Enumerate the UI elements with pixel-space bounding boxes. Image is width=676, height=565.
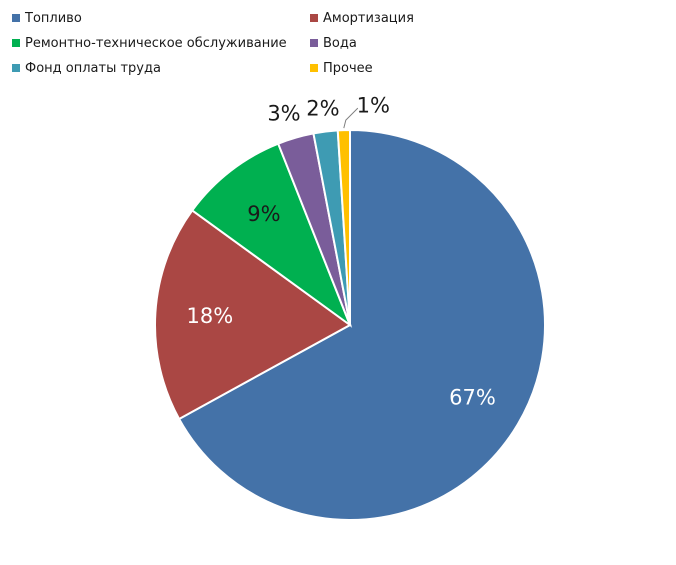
legend-item-water: Вода <box>310 34 450 52</box>
pie-slice <box>177 128 546 521</box>
legend-swatch <box>12 39 20 47</box>
legend-label: Топливо <box>25 10 82 26</box>
legend-item-fuel: Топливо <box>12 9 310 27</box>
legend-label: Фонд оплаты труда <box>25 60 161 76</box>
data-label: 2% <box>306 96 339 120</box>
chart-legend: Топливо Амортизация Ремонтно-техническое… <box>12 9 452 77</box>
data-label: 1% <box>357 94 390 118</box>
legend-label: Прочее <box>323 60 373 76</box>
pie-slice <box>336 128 351 326</box>
legend-item-payroll: Фонд оплаты труда <box>12 59 310 77</box>
legend-swatch <box>310 64 318 72</box>
data-label: 18% <box>187 304 234 328</box>
legend-label: Амортизация <box>323 10 414 26</box>
legend-item-maintenance: Ремонтно-техническое обслуживание <box>12 34 310 52</box>
pie-slice <box>154 208 352 421</box>
legend-swatch <box>12 64 20 72</box>
data-label: 67% <box>449 385 496 409</box>
legend-swatch <box>310 39 318 47</box>
data-label: 3% <box>267 102 300 126</box>
legend-label: Вода <box>323 35 357 51</box>
legend-swatch <box>310 14 318 22</box>
legend-item-depreciation: Амортизация <box>310 9 450 27</box>
legend-swatch <box>12 14 20 22</box>
pie-slice <box>190 142 353 328</box>
legend-label: Ремонтно-техническое обслуживание <box>25 35 287 51</box>
legend-item-other: Прочее <box>310 59 450 77</box>
data-label: 9% <box>247 202 280 226</box>
label-leader-line <box>343 107 359 129</box>
